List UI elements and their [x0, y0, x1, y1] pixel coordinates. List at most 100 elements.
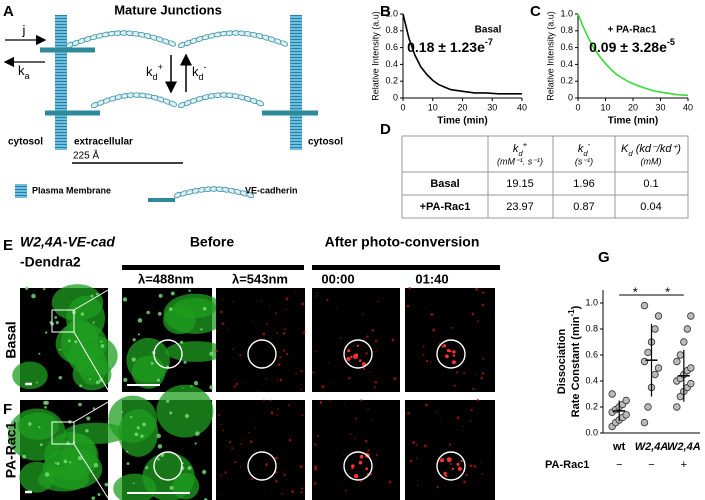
speck — [79, 384, 83, 388]
x-tick-label: 10 — [428, 102, 438, 112]
speck — [347, 349, 351, 353]
cadherin-domain — [279, 40, 289, 47]
speck — [445, 354, 449, 359]
speck — [449, 462, 453, 466]
speck — [157, 311, 162, 316]
speck — [425, 307, 427, 309]
speck — [301, 302, 305, 306]
column-unit: (mM⁻¹. s⁻¹) — [497, 156, 543, 166]
speck — [321, 385, 325, 389]
group-header: Before — [190, 234, 235, 250]
speck — [429, 361, 432, 363]
x-tick-label: 20 — [628, 102, 638, 112]
y-tick-label: 0.4 — [560, 59, 573, 69]
speck — [193, 381, 199, 386]
speck — [481, 291, 485, 294]
speck — [359, 359, 362, 362]
speck — [360, 399, 363, 402]
subscript: d — [153, 72, 158, 82]
y-tick-label: 0.2 — [560, 76, 573, 86]
speck — [97, 493, 101, 497]
speck — [132, 338, 136, 342]
rate-label: kd- — [192, 62, 207, 82]
panel-label: F — [3, 401, 12, 418]
speck — [184, 413, 190, 419]
roi — [436, 339, 466, 369]
row-label: PA-Rac1 — [545, 459, 589, 471]
speck — [285, 297, 289, 301]
speck — [247, 431, 250, 434]
speck — [123, 377, 128, 382]
speck — [295, 291, 297, 293]
speck — [227, 328, 229, 330]
speck — [275, 312, 278, 315]
significance: * — [633, 284, 638, 299]
speck — [377, 300, 379, 303]
speck — [283, 473, 286, 477]
speck — [288, 404, 290, 407]
speck — [38, 352, 41, 355]
speck — [269, 305, 271, 307]
speck — [476, 373, 478, 375]
cell — [131, 355, 166, 389]
speck — [472, 387, 475, 391]
speck — [262, 332, 266, 336]
row-label: +PA-Rac1 — [420, 201, 471, 213]
y-tick-label: 0.8 — [560, 25, 573, 35]
speck — [22, 454, 27, 459]
speck — [54, 461, 57, 464]
speck — [329, 400, 331, 402]
row-label: PA-Rac1 — [3, 422, 19, 479]
annotation-exp: -7 — [485, 37, 493, 47]
membrane-right — [290, 15, 302, 150]
speck — [393, 376, 397, 380]
cadherin-domain — [245, 191, 255, 199]
speck — [300, 388, 303, 391]
label-part: Rate Constant (min — [570, 316, 582, 417]
cell — [118, 409, 159, 457]
speck — [80, 312, 85, 316]
decay-curve — [577, 13, 689, 97]
cadherin-domain — [255, 100, 265, 107]
speck — [44, 331, 48, 334]
rate-label: ka — [18, 63, 31, 81]
column-header: kd- — [578, 140, 591, 158]
speck — [132, 482, 135, 485]
speck — [409, 459, 413, 463]
speck — [156, 457, 160, 461]
speck — [354, 353, 359, 357]
speck — [231, 348, 234, 350]
y-tick-label: 0.6 — [385, 42, 398, 52]
speck — [288, 438, 292, 442]
speck — [168, 307, 173, 311]
data-point — [640, 301, 649, 310]
speck — [361, 362, 367, 367]
y-tick-label: 0.2 — [385, 76, 398, 86]
x-tick-label: 40 — [683, 102, 693, 112]
x-tick-label: 0 — [400, 102, 405, 112]
speck — [371, 329, 375, 332]
speck — [473, 464, 477, 468]
speck — [353, 473, 359, 479]
speck — [465, 473, 468, 477]
speck — [170, 291, 175, 296]
zoom-line — [73, 443, 109, 499]
speck — [31, 293, 36, 299]
cell — [165, 341, 227, 362]
speck — [352, 345, 354, 347]
data-point — [644, 403, 652, 411]
speck — [460, 459, 463, 463]
speck — [425, 403, 428, 407]
panel-label: C — [530, 3, 541, 20]
speck — [209, 385, 214, 390]
speck — [441, 345, 444, 348]
speck — [315, 351, 317, 353]
subscript: d — [199, 72, 204, 82]
speck — [142, 422, 146, 427]
speck — [354, 417, 357, 420]
y-tick-label: 0.8 — [585, 323, 598, 333]
speck — [339, 337, 342, 339]
speck — [358, 460, 363, 465]
speck — [300, 465, 303, 468]
